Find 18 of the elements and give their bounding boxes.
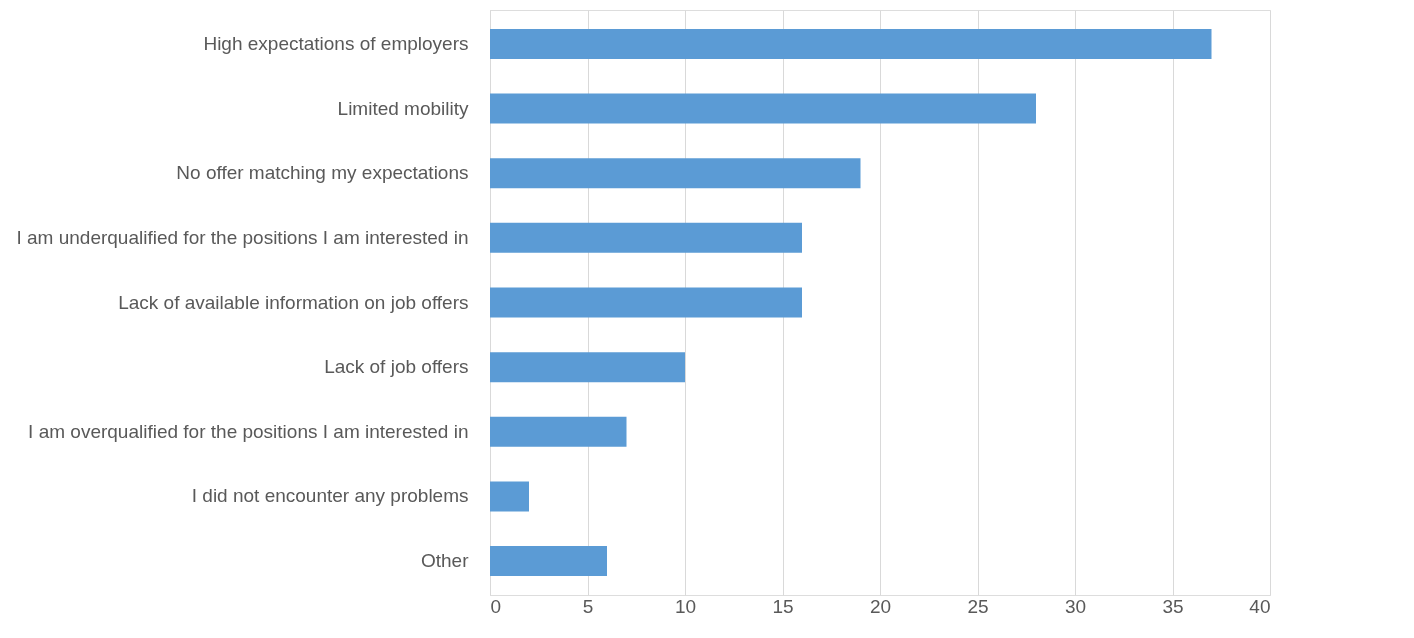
y-tick-label: High expectations of employers (203, 32, 469, 54)
y-tick-label: Lack of available information on job offers (118, 291, 469, 313)
x-tick-label: 5 (582, 595, 594, 617)
y-tick-label: I am overqualified for the positions I am interested in (28, 420, 469, 442)
y-tick-label: Lack of job offers (324, 356, 469, 378)
x-tick-label: 10 (674, 595, 697, 617)
x-tick-label: 0 (490, 595, 502, 617)
y-tick-label: No offer matching my expectations (176, 162, 469, 184)
y-tick-label: I did not encounter any problems (191, 485, 469, 507)
x-tick-label: 20 (869, 595, 892, 617)
x-tick-label: 30 (1064, 595, 1087, 617)
x-tick-label: 40 (1249, 595, 1271, 617)
y-tick-label: Other (420, 550, 470, 572)
x-tick-label: 15 (772, 595, 794, 617)
y-tick-label: Limited mobility (337, 97, 469, 119)
x-tick-label: 35 (1162, 595, 1184, 617)
x-tick-label: 25 (967, 595, 989, 617)
y-tick-label: I am underqualified for the positions I am interested in (16, 226, 469, 248)
